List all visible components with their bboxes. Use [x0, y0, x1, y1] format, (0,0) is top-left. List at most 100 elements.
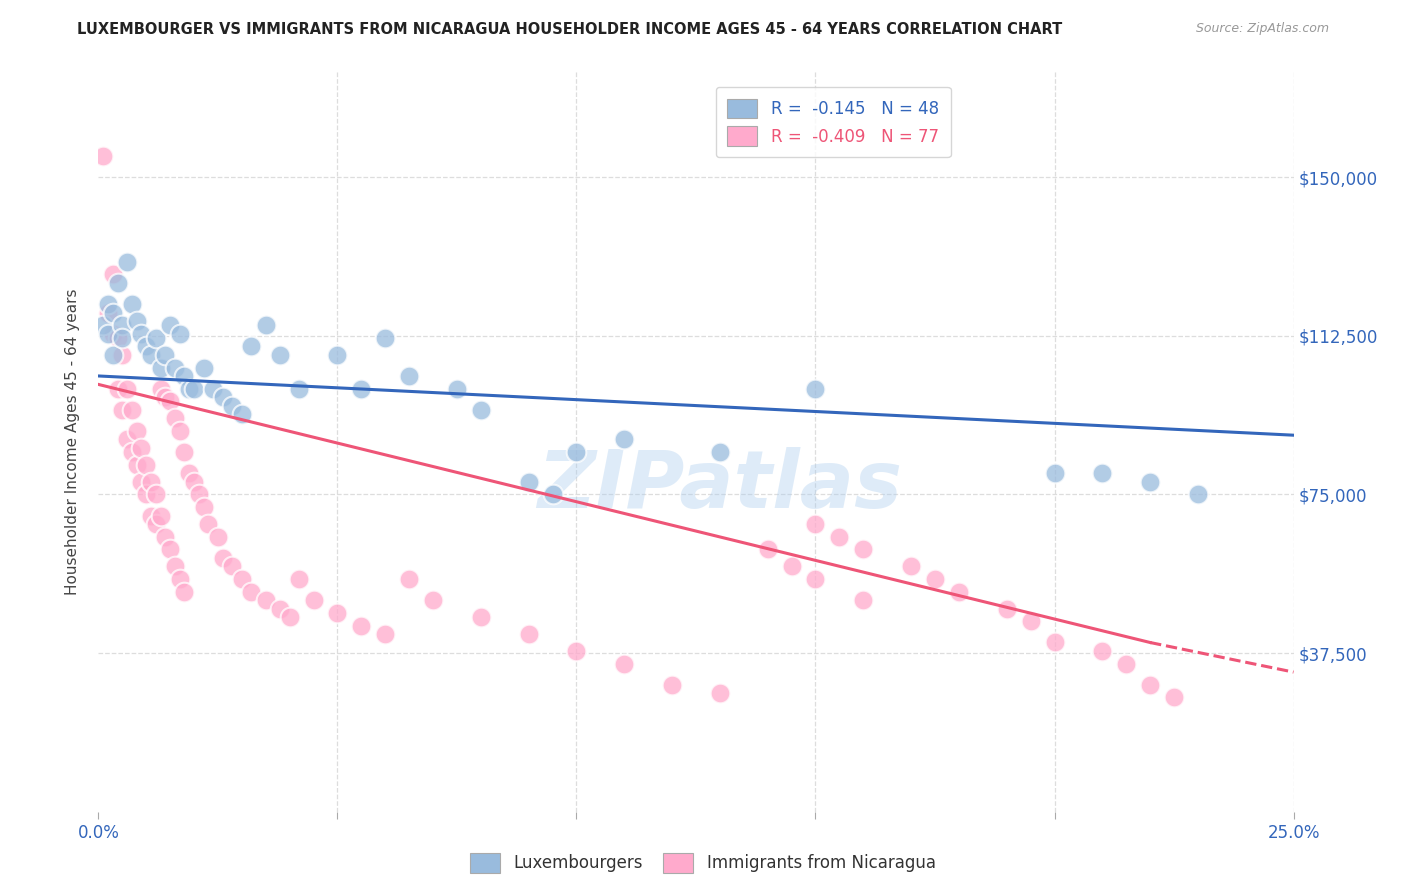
Text: ZIPatlas: ZIPatlas: [537, 447, 903, 525]
Point: [169, 424, 191, 438]
Point: [541, 487, 564, 501]
Point: [101, 348, 124, 362]
Point: [202, 382, 225, 396]
Point: [179, 382, 201, 396]
Text: Source: ZipAtlas.com: Source: ZipAtlas.com: [1195, 22, 1329, 36]
Point: [163, 360, 186, 375]
Point: [125, 458, 148, 472]
Point: [269, 348, 291, 362]
Point: [1115, 657, 1137, 671]
Point: [121, 402, 143, 417]
Point: [173, 368, 195, 383]
Point: [101, 268, 124, 282]
Point: [240, 339, 263, 353]
Legend: Luxembourgers, Immigrants from Nicaragua: Luxembourgers, Immigrants from Nicaragua: [464, 847, 942, 880]
Point: [398, 572, 420, 586]
Point: [125, 424, 148, 438]
Point: [470, 610, 492, 624]
Point: [231, 407, 253, 421]
Point: [187, 487, 209, 501]
Point: [374, 627, 396, 641]
Point: [211, 550, 233, 565]
Point: [613, 433, 636, 447]
Point: [254, 318, 277, 333]
Point: [924, 572, 946, 586]
Point: [709, 445, 731, 459]
Point: [159, 542, 181, 557]
Point: [135, 339, 157, 353]
Point: [804, 516, 827, 531]
Point: [179, 467, 201, 481]
Point: [565, 644, 588, 658]
Point: [211, 390, 233, 404]
Point: [398, 368, 420, 383]
Point: [155, 530, 177, 544]
Point: [159, 394, 181, 409]
Point: [269, 601, 291, 615]
Text: LUXEMBOURGER VS IMMIGRANTS FROM NICARAGUA HOUSEHOLDER INCOME AGES 45 - 64 YEARS : LUXEMBOURGER VS IMMIGRANTS FROM NICARAGU…: [77, 22, 1063, 37]
Point: [1043, 635, 1066, 649]
Point: [517, 627, 540, 641]
Point: [159, 318, 181, 333]
Point: [350, 618, 373, 632]
Point: [756, 542, 779, 557]
Point: [145, 487, 167, 501]
Point: [661, 678, 683, 692]
Point: [278, 610, 301, 624]
Point: [155, 348, 177, 362]
Legend: R =  -0.145   N = 48, R =  -0.409   N = 77: R = -0.145 N = 48, R = -0.409 N = 77: [716, 87, 950, 157]
Point: [221, 559, 243, 574]
Point: [804, 382, 827, 396]
Point: [948, 584, 970, 599]
Point: [121, 297, 143, 311]
Point: [111, 348, 134, 362]
Point: [115, 382, 138, 396]
Point: [350, 382, 373, 396]
Point: [517, 475, 540, 489]
Point: [125, 314, 148, 328]
Point: [107, 331, 129, 345]
Point: [149, 508, 172, 523]
Point: [115, 254, 138, 268]
Point: [139, 348, 162, 362]
Point: [193, 360, 215, 375]
Point: [470, 402, 492, 417]
Point: [254, 593, 277, 607]
Point: [1139, 678, 1161, 692]
Point: [101, 305, 124, 319]
Point: [288, 572, 311, 586]
Point: [900, 559, 922, 574]
Point: [97, 297, 120, 311]
Point: [97, 326, 120, 341]
Point: [1091, 644, 1114, 658]
Point: [183, 382, 205, 396]
Point: [326, 606, 349, 620]
Point: [183, 475, 205, 489]
Point: [995, 601, 1018, 615]
Point: [1091, 467, 1114, 481]
Point: [1019, 615, 1042, 629]
Point: [231, 572, 253, 586]
Point: [91, 318, 114, 333]
Point: [135, 458, 157, 472]
Point: [1187, 487, 1209, 501]
Point: [135, 487, 157, 501]
Point: [169, 572, 191, 586]
Point: [121, 445, 143, 459]
Point: [1163, 690, 1185, 705]
Point: [852, 542, 875, 557]
Point: [111, 318, 134, 333]
Point: [91, 149, 114, 163]
Point: [107, 382, 129, 396]
Point: [149, 382, 172, 396]
Point: [111, 331, 134, 345]
Y-axis label: Householder Income Ages 45 - 64 years: Householder Income Ages 45 - 64 years: [65, 288, 80, 595]
Point: [446, 382, 468, 396]
Point: [155, 390, 177, 404]
Point: [709, 686, 731, 700]
Point: [115, 433, 138, 447]
Point: [193, 500, 215, 515]
Point: [422, 593, 444, 607]
Point: [565, 445, 588, 459]
Point: [131, 441, 153, 455]
